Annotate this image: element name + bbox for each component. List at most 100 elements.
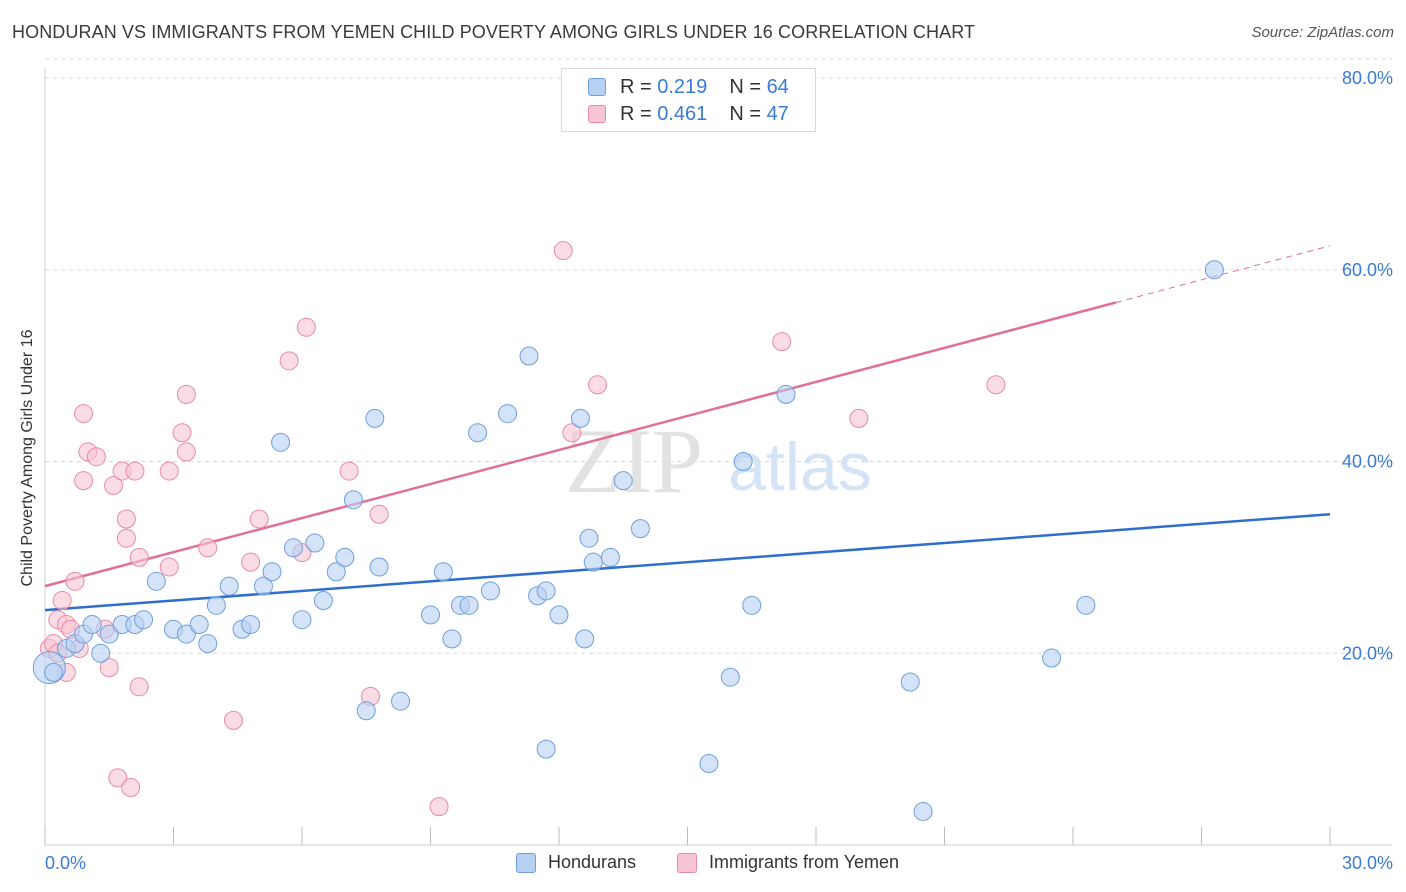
data-point-yemen [125,461,145,481]
data-point-yemen [99,658,119,678]
data-point-hondurans [343,490,363,510]
chart-title: HONDURAN VS IMMIGRANTS FROM YEMEN CHILD … [12,22,976,42]
legend-r-label: R = [620,75,652,98]
data-point-yemen [116,509,136,529]
data-point-yemen [129,547,149,567]
data-point-hondurans [198,634,218,654]
legend-swatch-yemen [677,852,697,873]
data-point-hondurans [391,691,411,711]
data-point-yemen [562,423,582,443]
data-point-hondurans [176,624,196,644]
data-point-hondurans [630,519,650,539]
data-point-hondurans [292,610,312,630]
x-tick-label: 0.0% [45,853,86,873]
data-point-yemen [74,404,94,424]
legend-item-hondurans[interactable]: Hondurans [516,852,636,873]
legend-swatch-hondurans [516,852,536,873]
data-point-hondurans [283,538,303,558]
legend-label-yemen: Immigrants from Yemen [709,852,900,872]
legend-row-yemen: R = 0.461 N = 47 [588,102,789,126]
data-point-hondurans [575,629,595,649]
data-point-hondurans [600,547,620,567]
data-point-hondurans [480,581,500,601]
data-point-hondurans [699,754,719,774]
watermark: ZIP atlas [565,410,872,512]
data-point-yemen [369,504,389,524]
trend-line-yemen [44,301,1117,588]
data-point-hondurans [206,595,226,615]
data-point-hondurans [536,581,556,601]
data-point-hondurans [262,562,282,582]
data-point-hondurans [241,614,261,634]
data-point-hondurans [146,571,166,591]
data-point-hondurans [253,576,273,596]
legend-swatch-hondurans [588,78,606,96]
data-point-hondurans [579,528,599,548]
data-point-yemen [849,408,869,428]
data-point-hondurans [519,346,539,366]
data-point-hondurans [313,591,333,611]
data-point-hondurans [583,552,603,572]
source-label: Source: ZipAtlas.com [1251,24,1394,41]
data-point-hondurans [1076,595,1096,615]
data-point-yemen [104,475,124,495]
series-legend: Hondurans Immigrants from Yemen [0,852,1406,876]
data-point-yemen [65,571,85,591]
grid-lines [45,58,1392,654]
data-point-hondurans [900,672,920,692]
y-tick-label: 20.0% [1342,643,1393,663]
series-immigrants-from-yemen [39,241,1006,817]
series-hondurans [32,260,1224,821]
legend-r-value: 0.461 [657,102,708,125]
data-point-hondurans [433,562,453,582]
data-point-yemen [241,552,261,572]
data-point-yemen [159,461,179,481]
data-point-yemen [129,677,149,697]
data-point-hondurans [733,452,753,471]
data-point-hondurans [442,629,462,649]
data-point-hondurans [570,408,590,428]
data-point-yemen [176,442,196,462]
data-point-hondurans [1042,648,1062,668]
legend-n-value: 64 [766,75,789,98]
trend-line-yemen-extension [1115,245,1331,303]
watermark-zip: ZIP [565,410,703,512]
data-point-hondurans [468,423,488,443]
data-point-yemen [198,538,218,558]
data-point-hondurans [134,610,154,630]
data-point-yemen [588,375,608,395]
watermark-atlas: atlas [728,429,872,505]
data-point-hondurans [421,605,440,625]
data-point-yemen [159,557,179,577]
data-point-yemen [772,332,792,352]
data-point-yemen [176,384,196,404]
data-point-hondurans [913,801,933,821]
x-tick-label: 30.0% [1342,853,1393,873]
legend-swatch-yemen [588,105,606,123]
data-point-hondurans [219,576,239,596]
data-point-hondurans [549,605,569,625]
trend-line-hondurans [44,512,1331,612]
data-point-hondurans [369,557,389,577]
data-point-yemen [86,447,106,467]
correlation-legend: R = 0.219 N = 64 R = 0.461 N = 47 [561,68,816,132]
data-point-yemen [121,777,141,797]
legend-n-value: 47 [766,102,789,125]
data-point-yemen [429,797,449,817]
y-tick-label: 40.0% [1342,452,1393,472]
axes [44,68,1392,846]
data-point-hondurans [326,562,346,582]
data-point-hondurans [44,662,64,682]
data-point-yemen [52,591,72,611]
data-point-hondurans [82,614,102,634]
data-point-yemen [249,509,269,529]
data-point-yemen [108,768,128,788]
data-point-yemen [279,351,299,371]
data-point-hondurans [1204,260,1224,280]
legend-item-yemen[interactable]: Immigrants from Yemen [677,852,899,873]
data-point-hondurans [776,384,796,404]
data-point-hondurans [356,701,376,721]
legend-n-label: N = [729,102,761,125]
data-point-yemen [339,461,359,481]
